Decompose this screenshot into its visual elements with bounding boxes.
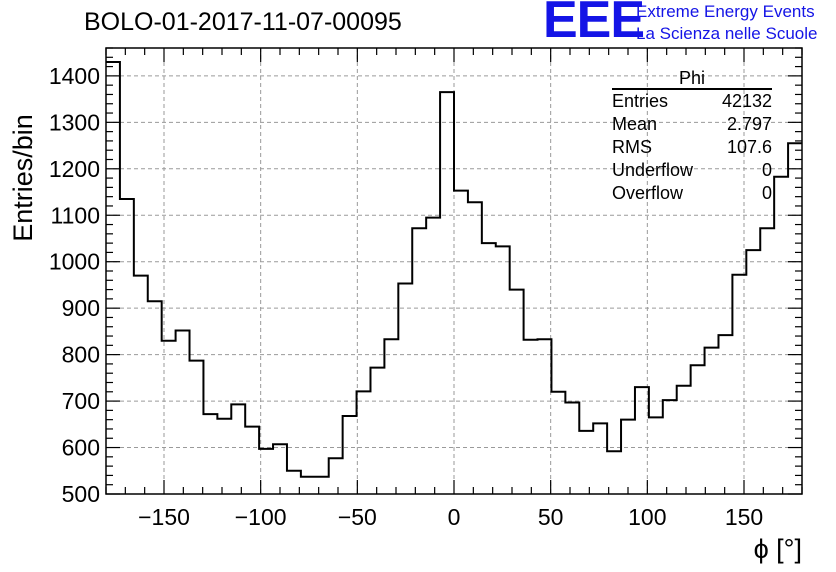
histogram-bin [468,202,482,494]
y-tick-label: 1100 [51,202,100,228]
axis-ticks [105,47,803,495]
histogram-bin [454,191,468,494]
y-tick-label: 600 [62,435,100,461]
histogram-bin [162,341,176,494]
stats-row-underflow: Underflow 0 [612,159,772,182]
histogram-bin [134,276,148,494]
histogram-bin [551,392,565,494]
histogram-bin [315,477,329,494]
histogram-bin [621,420,635,494]
histogram-outline [106,60,802,478]
histogram-bin [426,218,440,494]
histogram-bin [663,400,677,494]
histogram-bin [760,228,774,494]
stats-value: 0 [761,160,772,180]
x-tick-label: 150 [725,504,763,530]
histogram-bin [370,368,384,494]
histogram-bin [245,427,259,494]
y-tick-label: 1200 [49,156,100,182]
histogram-bin [217,419,231,494]
stats-label: Entries [612,91,669,111]
stats-row-rms: RMS 107.6 [612,136,772,159]
histogram-bin [496,246,510,494]
histogram-bin [440,92,454,494]
y-tick-label: 1300 [49,109,100,135]
y-axis-label: Entries/bin [8,114,38,242]
histogram-bin [593,423,607,494]
histogram-bin [691,365,705,494]
stats-value: 0 [761,183,772,203]
histogram-bin [190,361,204,494]
org-name-line2: La Scienza nelle Scuole [636,24,818,43]
stats-row-overflow: Overflow 0 [612,182,772,205]
plot-title: BOLO-01-2017-11-07-00095 [84,8,402,36]
stats-row-entries: Entries 42132 [612,90,772,113]
y-tick-label: 500 [62,481,100,507]
org-name-line1: Extreme Energy Events [636,2,815,21]
y-tick-label: 800 [62,342,100,368]
histogram-bars [106,60,802,494]
histogram-bin [273,444,287,494]
histogram-bin [579,431,593,494]
stats-label: Underflow [612,160,694,180]
histogram-bin [357,391,371,494]
x-tick-label: −100 [235,504,287,530]
histogram-bin [774,177,788,494]
histogram-bin [718,335,732,494]
y-tick-label: 1000 [49,249,100,275]
histogram-bin [398,284,412,494]
histogram-bin [329,458,343,494]
histogram-bin [343,416,357,494]
x-tick-label: 100 [628,504,666,530]
x-axis-label: ϕ [°] [754,534,802,564]
histogram-bin [746,250,760,494]
stats-value: 107.6 [726,137,772,157]
histogram-bin [635,387,649,494]
stats-label: Overflow [612,183,684,203]
stats-value: 2.797 [726,114,772,134]
histogram-bin [565,402,579,494]
tick-labels: −150 −100 −50 0 50 100 150 500 600 700 800 900 1000 1… [49,63,763,530]
stats-value: 42132 [721,91,772,111]
x-tick-label: 0 [448,504,461,530]
histogram-bin [148,301,162,494]
x-tick-label: 50 [538,504,564,530]
histogram-bin [482,243,496,494]
histogram-bin [538,339,552,494]
histogram-bin [301,477,315,494]
histogram-bin [203,414,217,494]
histogram-bin [732,275,746,494]
x-tick-label: −150 [138,504,190,530]
stats-box-title: Phi [612,68,772,90]
stats-label: Mean [612,114,658,134]
histogram-bin [384,339,398,494]
histogram-bin [120,199,134,494]
histogram-bin [649,417,663,494]
histogram-bin [705,348,719,494]
stats-box: Phi Entries 42132 Mean 2.797 RMS 107.6 U… [612,68,772,205]
eee-logo: EEE [543,0,645,49]
y-tick-label: 700 [62,388,100,414]
stats-label: RMS [612,137,652,157]
histogram-bin [524,340,538,494]
y-tick-label: 1400 [49,63,100,89]
histogram-bin [510,290,524,494]
stats-row-mean: Mean 2.797 [612,113,772,136]
histogram-bin [788,143,802,494]
x-tick-label: −50 [338,504,377,530]
histogram-bin [412,228,426,494]
histogram-bin [231,404,245,494]
y-tick-label: 900 [62,295,100,321]
histogram-bin [677,386,691,494]
histogram-bin [176,330,190,494]
